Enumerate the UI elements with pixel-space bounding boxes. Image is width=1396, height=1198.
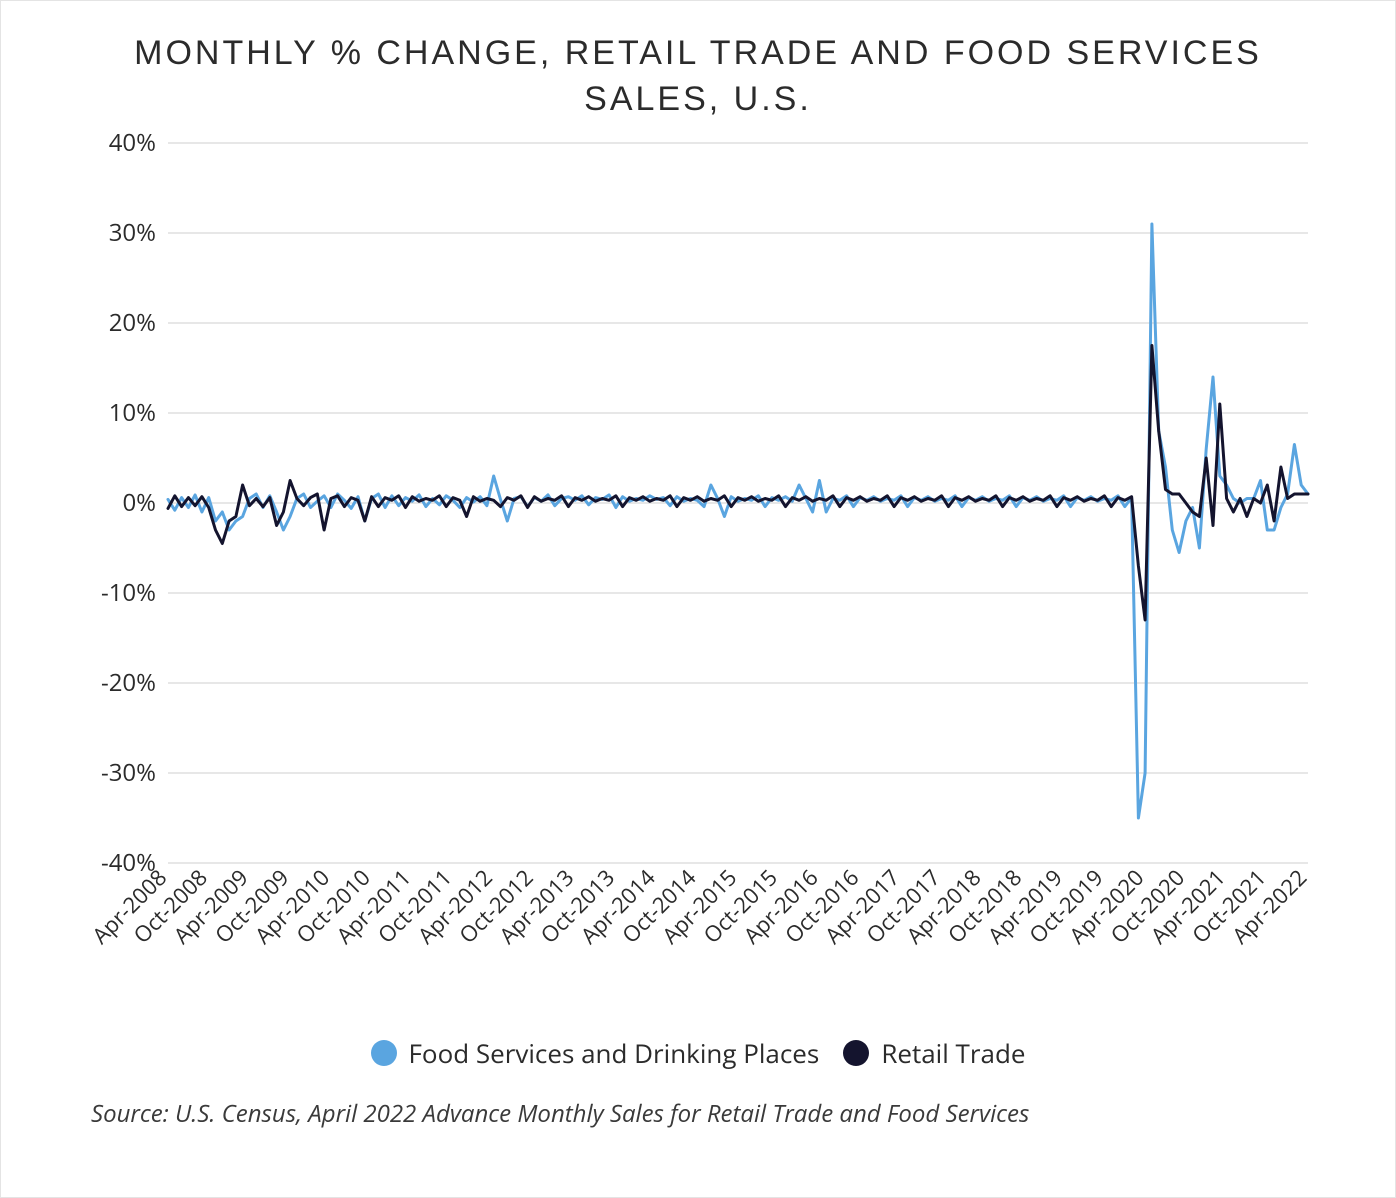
source-attribution: Source: U.S. Census, April 2022 Advance …: [91, 1097, 1365, 1130]
svg-text:40%: 40%: [109, 133, 156, 159]
legend-swatch-food-services: [371, 1040, 397, 1066]
chart-title: MONTHLY % CHANGE, RETAIL TRADE AND FOOD …: [71, 31, 1325, 123]
y-axis-ticks: -40%-30%-20%-10%0%10%20%30%40%: [101, 133, 156, 879]
svg-text:30%: 30%: [109, 216, 156, 249]
legend: Food Services and Drinking Places Retail…: [31, 1035, 1365, 1071]
legend-label-food-services: Food Services and Drinking Places: [409, 1035, 820, 1071]
svg-text:-20%: -20%: [101, 666, 156, 699]
legend-swatch-retail-trade: [843, 1040, 869, 1066]
svg-text:-30%: -30%: [101, 756, 156, 789]
line-chart-svg: -40%-30%-20%-10%0%10%20%30%40%Apr-2008Oc…: [58, 133, 1338, 1023]
svg-text:20%: 20%: [109, 306, 156, 339]
series-line-0: [168, 224, 1308, 818]
svg-text:10%: 10%: [109, 396, 156, 429]
legend-item-retail-trade: Retail Trade: [843, 1035, 1025, 1071]
legend-label-retail-trade: Retail Trade: [881, 1035, 1025, 1071]
chart-card: MONTHLY % CHANGE, RETAIL TRADE AND FOOD …: [0, 0, 1396, 1198]
svg-text:-10%: -10%: [101, 576, 156, 609]
series-line-1: [168, 345, 1308, 620]
x-axis-ticks: Apr-2008Oct-2008Apr-2009Oct-2009Apr-2010…: [85, 862, 1313, 950]
plot-area: -40%-30%-20%-10%0%10%20%30%40%Apr-2008Oc…: [58, 133, 1338, 1023]
legend-item-food-services: Food Services and Drinking Places: [371, 1035, 820, 1071]
svg-text:0%: 0%: [122, 486, 156, 519]
